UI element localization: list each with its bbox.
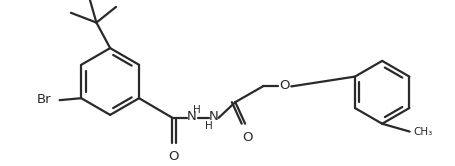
Text: N: N: [187, 110, 197, 123]
Text: N: N: [209, 110, 218, 123]
Text: O: O: [169, 150, 179, 163]
Text: O: O: [242, 131, 253, 144]
Text: H: H: [205, 121, 212, 131]
Text: O: O: [279, 79, 290, 92]
Text: H: H: [193, 105, 201, 115]
Text: CH₃: CH₃: [414, 127, 433, 137]
Text: Br: Br: [37, 93, 52, 106]
